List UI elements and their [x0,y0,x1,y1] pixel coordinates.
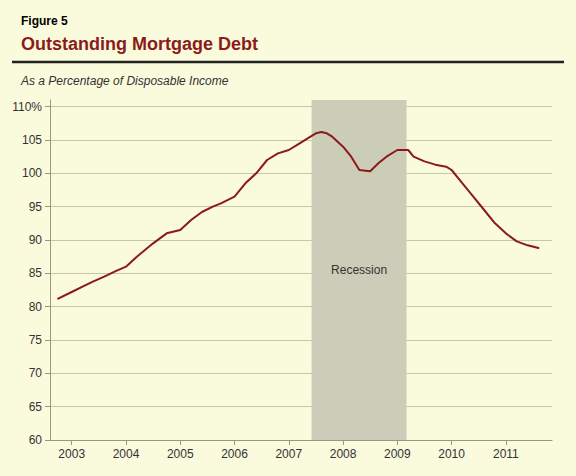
svg-text:2008: 2008 [330,447,357,461]
svg-text:As a Percentage of Disposable: As a Percentage of Disposable Income [20,74,229,88]
svg-text:110%: 110% [12,100,42,114]
svg-text:2003: 2003 [58,447,85,461]
svg-text:Recession: Recession [331,263,387,277]
svg-text:85: 85 [29,266,43,280]
svg-text:105: 105 [22,133,42,147]
svg-text:60: 60 [29,433,43,447]
svg-text:2006: 2006 [221,447,248,461]
svg-text:2011: 2011 [493,447,519,461]
svg-text:75: 75 [29,333,43,347]
svg-text:80: 80 [29,300,43,314]
svg-text:2010: 2010 [438,447,465,461]
svg-text:95: 95 [29,200,43,214]
svg-text:2007: 2007 [275,447,302,461]
svg-text:Outstanding Mortgage Debt: Outstanding Mortgage Debt [21,34,258,54]
svg-text:90: 90 [29,233,43,247]
svg-text:Figure 5: Figure 5 [21,14,68,28]
svg-text:2004: 2004 [113,447,140,461]
svg-text:2009: 2009 [384,447,411,461]
svg-text:2005: 2005 [167,447,194,461]
svg-text:100: 100 [22,166,42,180]
svg-text:70: 70 [29,366,43,380]
svg-text:65: 65 [29,400,43,414]
